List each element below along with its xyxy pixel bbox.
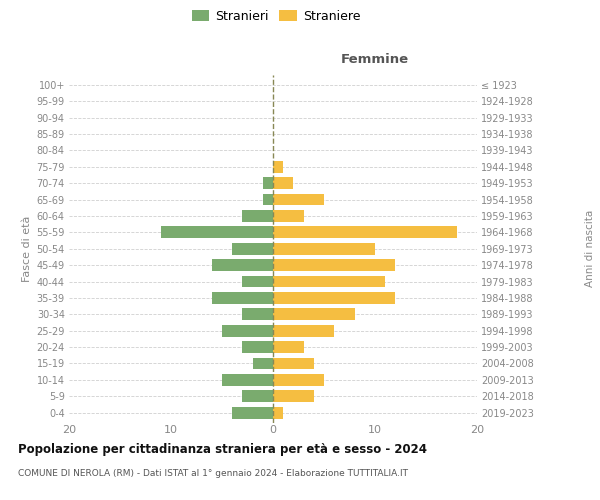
Bar (242, 210, 273, 222)
Bar (273, 358, 314, 370)
Y-axis label: Fasce di età: Fasce di età (22, 216, 32, 282)
Bar (242, 341, 273, 353)
Bar (273, 407, 283, 418)
Bar (232, 243, 273, 254)
Bar (273, 178, 293, 189)
Bar (273, 226, 457, 238)
Bar (242, 276, 273, 287)
Text: Femmine: Femmine (341, 54, 409, 66)
Bar (273, 194, 324, 205)
Bar (273, 161, 283, 172)
Bar (232, 407, 273, 418)
Bar (212, 292, 273, 304)
Bar (242, 308, 273, 320)
Bar (273, 243, 375, 254)
Bar (253, 358, 273, 370)
Bar (263, 194, 273, 205)
Bar (263, 178, 273, 189)
Bar (212, 259, 273, 271)
Bar (273, 292, 395, 304)
Bar (273, 325, 334, 336)
Bar (161, 226, 273, 238)
Bar (273, 210, 304, 222)
Text: COMUNE DI NEROLA (RM) - Dati ISTAT al 1° gennaio 2024 - Elaborazione TUTTITALIA.: COMUNE DI NEROLA (RM) - Dati ISTAT al 1°… (18, 468, 408, 477)
Bar (242, 390, 273, 402)
Bar (222, 325, 273, 336)
Text: Anni di nascita: Anni di nascita (585, 210, 595, 288)
Legend: Stranieri, Straniere: Stranieri, Straniere (189, 7, 363, 25)
Bar (273, 259, 395, 271)
Bar (273, 374, 324, 386)
Bar (273, 276, 385, 287)
Bar (273, 308, 355, 320)
Text: Popolazione per cittadinanza straniera per età e sesso - 2024: Popolazione per cittadinanza straniera p… (18, 442, 427, 456)
Bar (222, 374, 273, 386)
Bar (273, 390, 314, 402)
Bar (273, 341, 304, 353)
